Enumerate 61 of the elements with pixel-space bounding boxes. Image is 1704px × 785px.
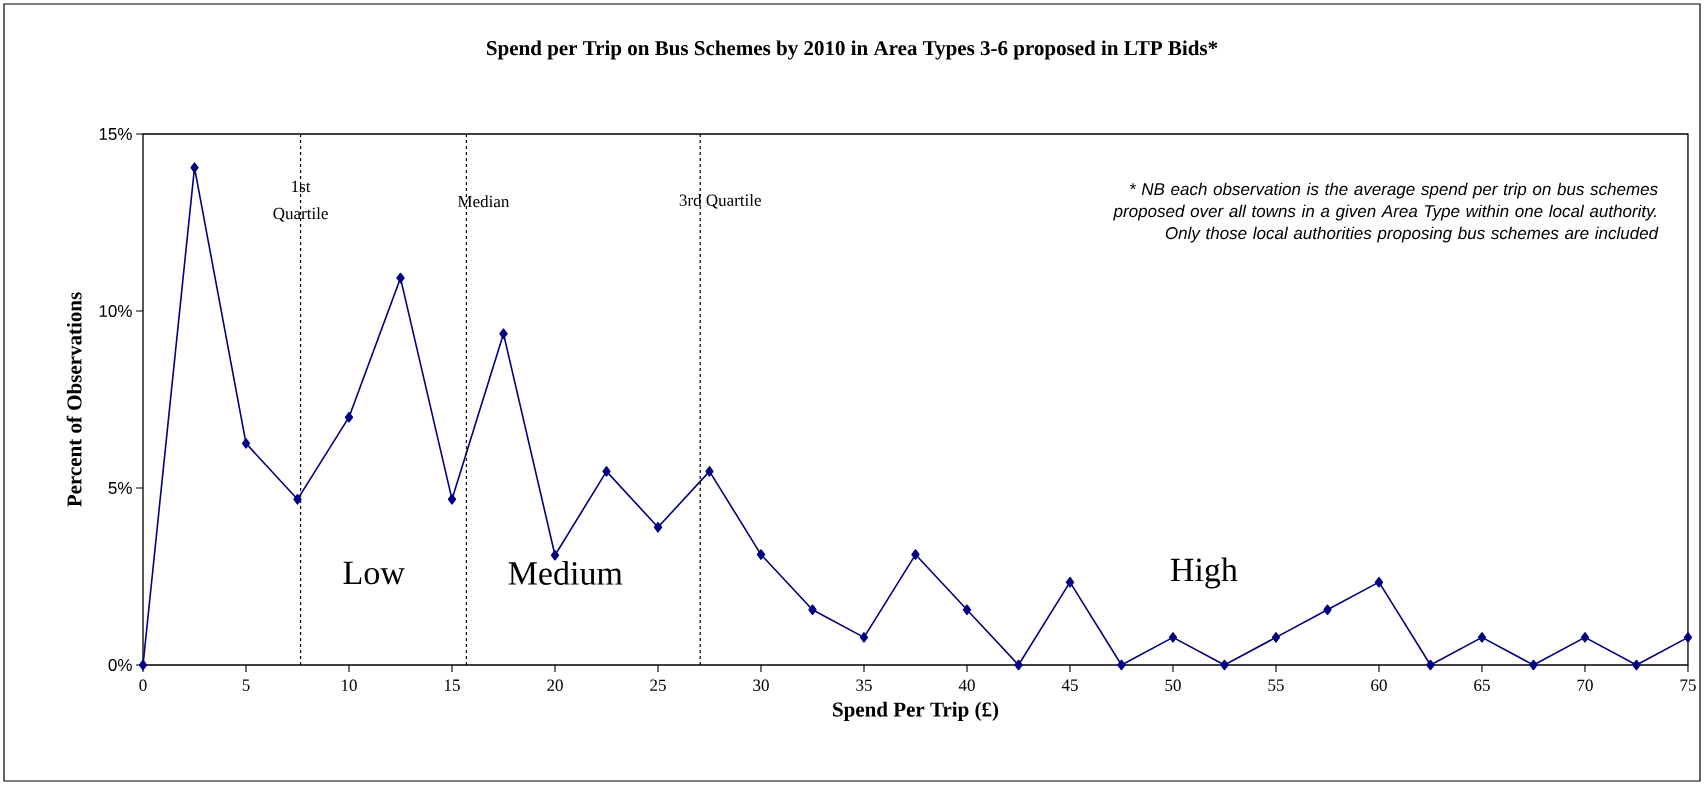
point <box>344 411 354 423</box>
point <box>1683 632 1693 643</box>
x-tick-label: 70 <box>1577 679 1593 692</box>
y-tick-label: 15% <box>99 128 132 140</box>
y-tick-label: 0% <box>108 658 132 672</box>
point <box>808 604 817 616</box>
x-tick-label: 45 <box>1061 679 1078 691</box>
point <box>447 494 457 505</box>
point <box>241 438 251 449</box>
point <box>911 549 920 560</box>
x-tick-label: 65 <box>1474 679 1490 691</box>
point <box>1168 632 1178 643</box>
y-tick-label: 5% <box>108 482 132 494</box>
point <box>1323 604 1332 616</box>
point <box>859 632 869 643</box>
x-tick-label: 0 <box>139 679 147 692</box>
point <box>190 162 199 173</box>
x-tick-label: 5 <box>242 679 250 691</box>
x-tick-label: 35 <box>856 679 872 691</box>
point <box>962 604 972 616</box>
point <box>1117 659 1126 671</box>
x-axis-title: Spend Per Trip (£) <box>833 701 999 721</box>
point <box>550 549 560 561</box>
ref-line-label: 3rd Quartile <box>679 193 761 209</box>
x-tick-label: 10 <box>341 679 357 692</box>
point <box>1014 659 1023 671</box>
annotation: Medium <box>508 561 623 585</box>
y-tick-label: 10% <box>99 304 132 318</box>
point <box>499 328 508 339</box>
point <box>602 466 611 477</box>
ref-line-label: Median <box>457 195 510 208</box>
x-tick-label: 25 <box>650 679 666 691</box>
point <box>1580 632 1590 643</box>
x-tick-label: 15 <box>444 679 460 691</box>
point <box>756 549 766 560</box>
point <box>1529 659 1538 671</box>
x-tick-label: 20 <box>547 679 563 692</box>
chart-title: Spend per Trip on Bus Schemes by 2010 in Area Types 3-6 proposed in LTP Bids* <box>487 40 1218 60</box>
x-tick-label: 55 <box>1268 679 1284 691</box>
point <box>1065 576 1075 588</box>
annotation: * NB each observation is the average spend per trip on bus schemes proposed over all towns in a given Area Type within one local authority. Only those local authorities proposing bus schemes are included <box>1113 182 1659 243</box>
point <box>1477 632 1487 643</box>
point <box>1426 659 1435 671</box>
x-tick-label: 50 <box>1165 679 1181 692</box>
x-tick-label: 40 <box>958 679 975 692</box>
point <box>138 659 148 671</box>
point <box>293 494 302 505</box>
y-axis-title: Percent of Observations <box>66 292 82 507</box>
point <box>1271 632 1281 643</box>
point <box>1374 576 1384 588</box>
x-tick-label: 30 <box>753 679 769 692</box>
point <box>1220 659 1229 671</box>
point <box>653 521 663 533</box>
x-tick-label: 60 <box>1371 679 1387 692</box>
annotation: Low <box>343 561 405 585</box>
point <box>705 466 714 477</box>
annotation: High <box>1170 557 1238 589</box>
ref-line-label: 1st Quartile <box>273 180 328 222</box>
point <box>1632 659 1641 671</box>
x-tick-label: 75 <box>1680 679 1696 691</box>
point <box>396 272 405 284</box>
